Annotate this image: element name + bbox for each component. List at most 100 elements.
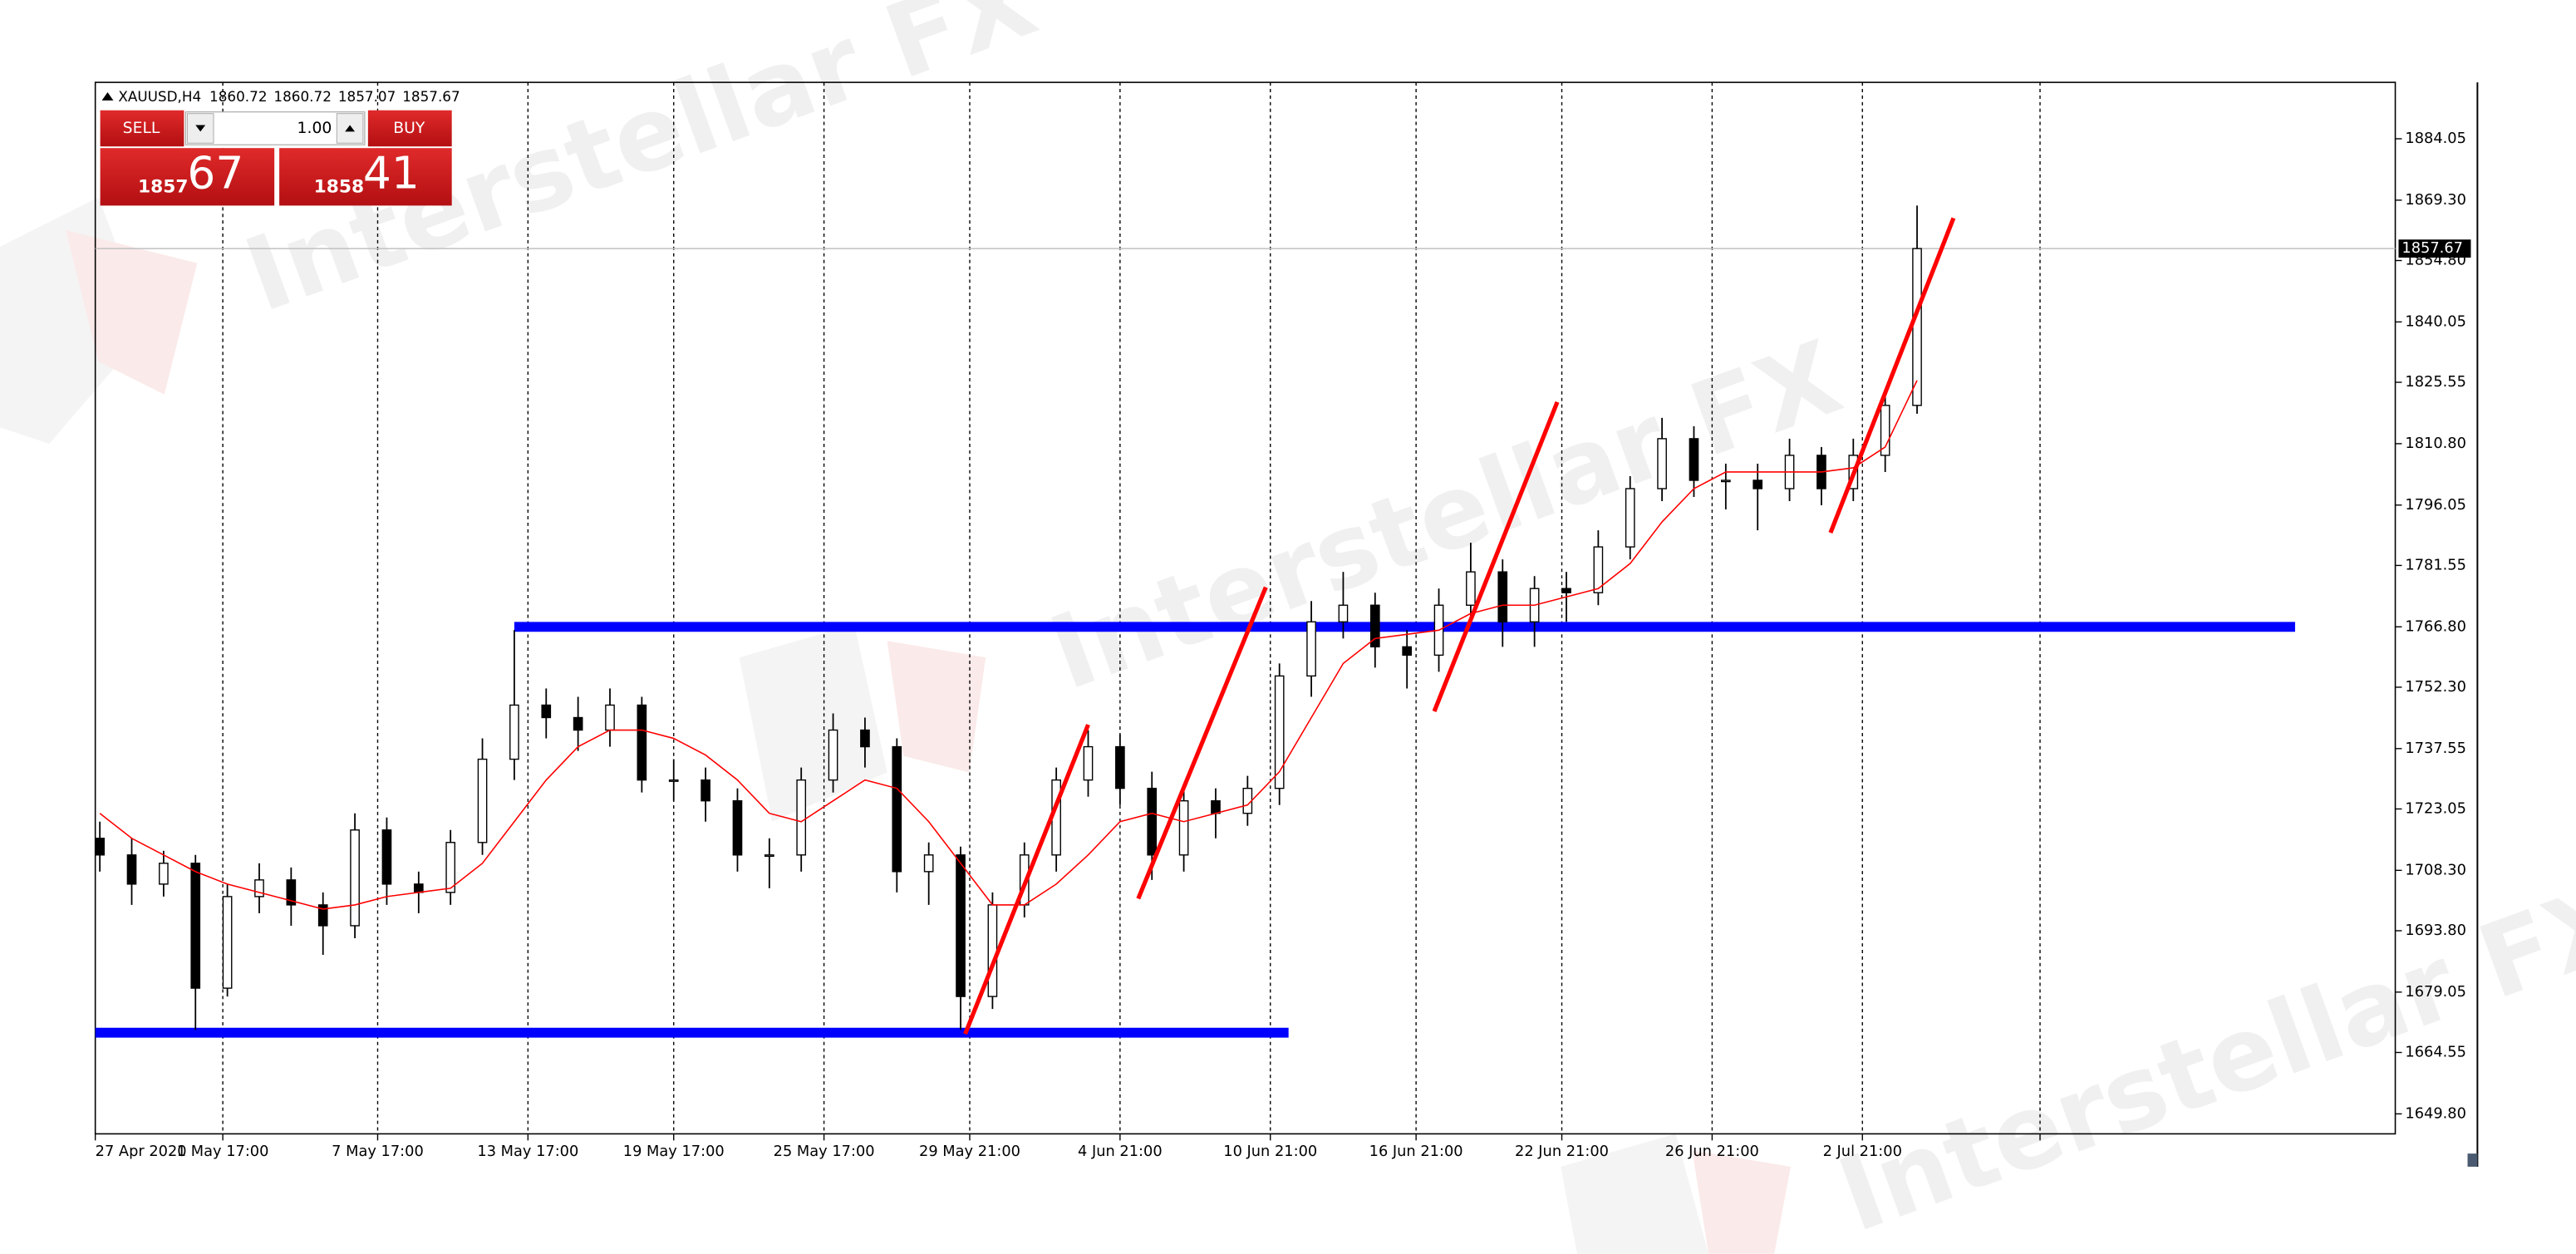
down-arrow — [195, 125, 206, 132]
candle-body — [1625, 488, 1635, 548]
y-tick-label: 1679.05 — [2405, 983, 2466, 1001]
sell-price-big[interactable]: 1857 — [138, 177, 189, 198]
candle-body — [286, 879, 297, 906]
lot-value[interactable]: 1.00 — [297, 120, 332, 137]
candle-body — [1211, 799, 1221, 814]
candle-body — [1369, 604, 1380, 648]
x-tick-label: 19 May 17:00 — [623, 1143, 725, 1160]
candle-body — [541, 704, 552, 719]
candle-body — [445, 842, 456, 893]
y-tick-label: 1766.80 — [2405, 617, 2466, 635]
y-tick-label: 1693.80 — [2405, 922, 2466, 939]
buy-label[interactable]: BUY — [393, 120, 425, 137]
logo — [887, 641, 986, 773]
plot-frame — [94, 81, 2397, 1135]
x-tick-label: 2 Jul 21:00 — [1823, 1143, 1902, 1160]
candle-body — [1274, 675, 1285, 789]
candle-body — [1338, 604, 1349, 622]
trade-panel: SELL 1.00 BUY 1857 67 1858 41 — [100, 110, 452, 206]
candle-body — [637, 704, 647, 781]
buy-price-big[interactable]: 1858 — [314, 177, 364, 198]
trend-line — [963, 724, 1090, 1035]
watermark: Interstellar FX — [1035, 317, 1855, 713]
candle-body — [1561, 588, 1571, 593]
header-value: 1857.67 — [402, 88, 460, 105]
scroll-marker — [2467, 1153, 2478, 1167]
candle-body — [1593, 546, 1604, 593]
moving-average — [99, 380, 1918, 910]
y-tick-label: 1752.30 — [2405, 678, 2466, 696]
sell-price-small[interactable]: 67 — [187, 146, 243, 199]
candle-body — [317, 904, 328, 927]
candle-body — [190, 863, 201, 989]
candle-body — [1306, 621, 1316, 677]
y-tick-label: 1884.05 — [2405, 130, 2466, 147]
x-tick-label: 22 Jun 21:00 — [1515, 1143, 1609, 1160]
buy-price-box[interactable] — [279, 148, 452, 206]
candle-body — [1753, 479, 1763, 489]
sell-price-box[interactable] — [100, 148, 275, 206]
candle-body — [573, 716, 583, 731]
candle-body — [956, 854, 966, 997]
candle-body — [1242, 787, 1253, 814]
candle-body — [1880, 405, 1890, 456]
x-tick-label: 4 Jun 21:00 — [1078, 1143, 1163, 1160]
y-tick-label: 1796.05 — [2405, 496, 2466, 514]
candle-body — [509, 704, 519, 760]
candle-body — [796, 779, 807, 856]
header: XAUUSD,H4 1860.72 1860.72 1857.07 1857.67 — [101, 88, 460, 105]
candle-body — [1178, 799, 1189, 856]
trend-line — [1432, 401, 1560, 712]
header-value: 1860.72 — [273, 88, 331, 105]
x-tick-label: 10 Jun 21:00 — [1223, 1143, 1317, 1160]
candle-body — [732, 799, 743, 856]
logo — [1692, 1150, 1791, 1254]
candle-body — [828, 729, 838, 781]
sell-button[interactable] — [100, 110, 184, 147]
candle-body — [1689, 438, 1699, 481]
header-value: 1860.72 — [209, 88, 267, 105]
candle-body — [860, 729, 870, 748]
y-tick-label: 1869.30 — [2405, 191, 2466, 209]
candle-body — [126, 854, 137, 885]
y-tick-label: 1825.55 — [2405, 373, 2466, 391]
lot-down[interactable] — [186, 113, 214, 144]
trend-line — [1136, 586, 1268, 900]
current-price-label: 1857.67 — [2401, 239, 2463, 257]
y-tick-label: 1649.80 — [2405, 1104, 2466, 1122]
candle-body — [1115, 745, 1125, 789]
y-tick-label: 1723.05 — [2405, 799, 2466, 817]
candle-body — [222, 896, 233, 989]
candle-body — [1497, 571, 1508, 622]
y-tick-label: 1664.55 — [2405, 1043, 2466, 1060]
logo — [66, 230, 198, 395]
x-tick-label: 26 Jun 21:00 — [1665, 1143, 1759, 1160]
symbol: XAUUSD,H4 — [118, 88, 201, 105]
sell-label[interactable]: SELL — [123, 120, 160, 137]
buy-price-small[interactable]: 41 — [363, 146, 420, 199]
candle-body — [892, 745, 902, 873]
logo — [1561, 1134, 1709, 1254]
lot-input[interactable] — [184, 111, 366, 145]
candle-body — [1147, 787, 1158, 856]
y-tick-label: 1840.05 — [2405, 312, 2466, 330]
candle-body — [668, 779, 679, 782]
candle-body — [764, 854, 774, 858]
current-price-box — [2398, 239, 2471, 258]
candle-body — [95, 838, 105, 856]
x-tick-label: 7 May 17:00 — [332, 1143, 424, 1160]
candle-body — [350, 829, 360, 927]
y-tick-label: 1737.55 — [2405, 740, 2466, 757]
candle-body — [1657, 438, 1667, 489]
x-tick-label: 29 May 21:00 — [919, 1143, 1020, 1160]
x-tick-label: 25 May 17:00 — [774, 1143, 875, 1160]
header-value: 1857.07 — [338, 88, 396, 105]
buy-button[interactable] — [367, 110, 452, 147]
y-tick-label: 1708.30 — [2405, 861, 2466, 878]
y-tick-label: 1781.55 — [2405, 556, 2466, 573]
x-tick-label: 16 Jun 21:00 — [1369, 1143, 1463, 1160]
x-tick-label: 13 May 17:00 — [477, 1143, 578, 1160]
candle-body — [381, 829, 392, 885]
